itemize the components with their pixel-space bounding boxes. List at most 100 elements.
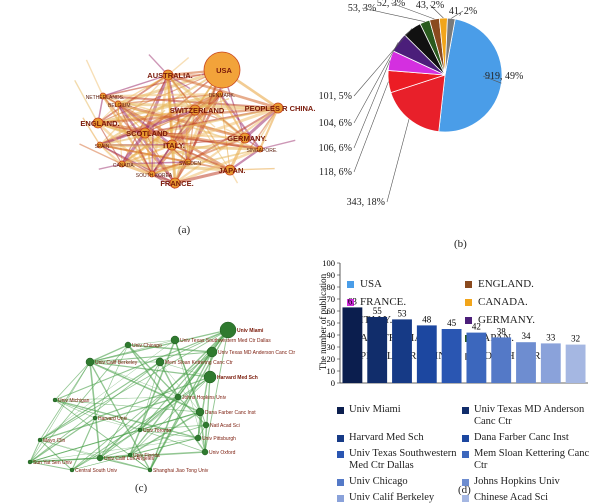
network-node — [138, 428, 142, 432]
network-node — [175, 394, 181, 400]
pie-data-label: 104, 6% — [319, 118, 352, 129]
network-node — [220, 322, 236, 338]
network-node-label: Univ Texas MD Anderson Canc Ctr — [218, 350, 295, 356]
legend-label: Chinese Acad Sci — [474, 492, 548, 504]
bar — [417, 325, 437, 383]
legend-item: Johns Hopkins Univ — [462, 476, 592, 488]
network-node-label: GERMANY. — [227, 134, 267, 143]
network-node-label: Harvard Med Sch — [217, 375, 258, 381]
network-node-label: Univ Oxford — [209, 450, 236, 456]
network-node — [70, 468, 74, 472]
legend-item: Univ Chicago — [337, 476, 462, 488]
network-node — [204, 371, 216, 383]
bar — [392, 319, 412, 383]
legend-label: Harvard Med Sch — [349, 432, 424, 444]
bar-data-label: 32 — [571, 334, 580, 344]
network-node — [28, 460, 32, 464]
network-node-label: Dana Farber Canc Inst — [205, 410, 256, 416]
network-node-label: ITALY. — [163, 141, 185, 150]
bar-data-label: 33 — [546, 332, 556, 342]
network-node-label: SWEDEN — [179, 161, 201, 167]
legend-label: Univ Calif Berkeley — [349, 492, 434, 504]
y-axis-label: The number of publication — [318, 273, 328, 370]
panel-label-c: (c) — [135, 482, 147, 494]
bar-data-label: 53 — [398, 308, 408, 318]
legend-item: Mem Sloan Kettering Canc Ctr — [462, 448, 592, 472]
bar-data-label: 38 — [497, 326, 507, 336]
legend-swatch — [337, 495, 344, 502]
network-node — [53, 398, 57, 402]
bar-data-label: 34 — [522, 331, 532, 341]
legend-label: Dana Farber Canc Inst — [474, 432, 569, 444]
network-node-label: Univ Miami — [237, 328, 264, 334]
network-node — [38, 438, 42, 442]
y-tick-label: 100 — [322, 258, 335, 268]
panel-label-d: (d) — [458, 484, 471, 496]
legend-label: Mem Sloan Kettering Canc Ctr — [474, 448, 592, 472]
network-node-label: Univ Michigan — [58, 398, 90, 404]
network-node-label: Mem Sloan Kettering Canc Ctr — [165, 360, 233, 366]
legend-item: Dana Farber Canc Inst — [462, 432, 592, 444]
bar — [516, 342, 536, 383]
network-node-label: Univ Toronto — [143, 428, 171, 434]
legend-swatch — [337, 479, 344, 486]
legend-label: Johns Hopkins Univ — [474, 476, 560, 488]
network-node-label: FRANCE. — [160, 179, 193, 188]
bar — [442, 329, 462, 383]
network-node-label: Natl Acad Sci — [210, 423, 240, 429]
network-node-label: Mayo Clin — [43, 438, 65, 444]
network-node — [195, 435, 201, 441]
network-node-label: SCOTLAND — [126, 129, 168, 138]
network-node-label: Harvard Univ — [98, 416, 128, 422]
pie-data-label: 43, 2% — [416, 0, 444, 11]
network-edge — [75, 80, 98, 123]
network-node-label: SWITZERLAND — [170, 106, 225, 115]
country-pie-chart: 919, 49%343, 18%118, 6%106, 6%104, 6%101… — [300, 0, 596, 270]
legend-swatch — [337, 435, 344, 442]
legend-swatch — [337, 451, 344, 458]
network-node — [86, 358, 94, 366]
network-node-label: ENGLAND. — [80, 119, 119, 128]
network-node-label: Johns Hopkins Univ — [182, 395, 227, 401]
legend-item: Univ Texas MD Anderson Canc Ctr — [462, 404, 592, 428]
network-node-label: SPAIN — [95, 144, 110, 150]
pie-data-label: 41, 2% — [449, 6, 477, 17]
bar-data-label: 55 — [373, 306, 383, 316]
network-node — [156, 358, 164, 366]
network-node — [202, 449, 208, 455]
legend-item: Chinese Acad Sci — [462, 492, 592, 504]
legend-item: Univ Miami — [337, 404, 462, 428]
bar — [541, 343, 561, 383]
pie-leader-line — [354, 61, 390, 149]
network-node — [203, 422, 209, 428]
legend-swatch — [462, 407, 469, 414]
legend-label: Univ Texas MD Anderson Canc Ctr — [474, 404, 592, 428]
network-node-label: AUSTRALIA. — [147, 71, 192, 80]
bar — [491, 337, 511, 383]
network-edge — [72, 430, 140, 470]
pie-data-label: 53, 3% — [348, 3, 376, 14]
bar-data-label: 48 — [422, 314, 432, 324]
network-node-label: Central South Univ — [75, 468, 117, 474]
pie-data-label: 919, 49% — [485, 71, 523, 82]
network-node-label: CANADA. — [113, 163, 135, 169]
pie-data-label: 101, 5% — [319, 91, 352, 102]
bar — [342, 307, 362, 383]
network-node — [148, 468, 152, 472]
network-node-label: Univ Calif Berkeley — [95, 360, 138, 366]
network-node — [128, 453, 132, 457]
network-node-label: Shanghai Jiao Tong Univ — [153, 468, 209, 474]
network-node — [125, 342, 131, 348]
legend-swatch — [462, 495, 469, 502]
network-node-label: SINGAPORE. — [246, 148, 277, 154]
network-node-label: DENMARK. — [209, 93, 235, 99]
bar — [466, 333, 486, 383]
pie-data-label: 343, 18% — [347, 197, 385, 208]
legend-item: Harvard Med Sch — [337, 432, 462, 444]
network-node-label: Univ Texas Southwestern Med Ctr Dallas — [180, 338, 271, 344]
network-node-label: Sun Yat Sen Univ — [33, 460, 73, 466]
pie-data-label: 118, 6% — [319, 167, 352, 178]
